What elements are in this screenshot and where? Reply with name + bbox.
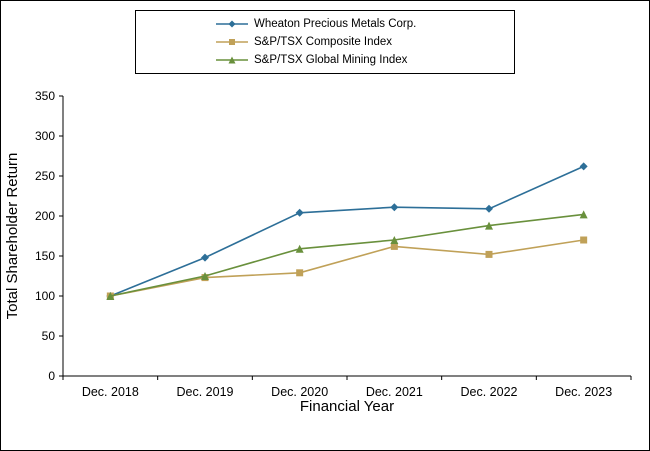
diamond-marker-icon: [485, 204, 493, 213]
diamond-marker-icon: [390, 203, 399, 212]
square-marker-icon: [485, 250, 493, 258]
triangle-marker-icon: [485, 221, 493, 230]
y-tick-label: 200: [35, 209, 55, 223]
triangle-marker-icon: [390, 236, 399, 244]
series-line: [110, 165, 584, 297]
chart-legend: Wheaton Precious Metals Corp. S&P/TSX Com…: [135, 10, 515, 74]
x-tick-label: Dec. 2018: [82, 385, 139, 399]
triangle-marker-icon: [228, 56, 236, 64]
legend-label: Wheaton Precious Metals Corp.: [254, 18, 417, 30]
y-tick-label: 0: [48, 369, 55, 383]
y-axis-label: Total Shareholder Return: [4, 153, 21, 320]
y-tick-label: 50: [42, 329, 56, 343]
x-tick-label: Dec. 2019: [177, 385, 234, 399]
x-tick-label: Dec. 2021: [366, 385, 423, 399]
x-axis-label: Financial Year: [300, 398, 394, 415]
triangle-marker-icon: [579, 210, 588, 219]
square-marker-icon: [390, 242, 398, 250]
y-tick-label: 350: [35, 89, 55, 103]
diamond-marker-icon: [295, 208, 304, 217]
series-line: [110, 239, 584, 297]
diamond-marker-icon: [228, 20, 236, 28]
legend-label: S&P/TSX Global Mining Index: [254, 54, 408, 66]
legend-item: S&P/TSX Composite Index: [216, 33, 506, 51]
triangle-marker-icon: [295, 244, 304, 253]
legend-sample: [216, 56, 248, 64]
square-marker-icon: [229, 39, 235, 45]
y-tick-label: 100: [35, 289, 55, 303]
y-tick-label: 300: [35, 129, 55, 143]
legend-item: Wheaton Precious Metals Corp.: [216, 15, 506, 33]
legend-label: S&P/TSX Composite Index: [254, 36, 393, 48]
y-tick-label: 250: [35, 169, 55, 183]
legend-sample: [216, 39, 248, 45]
diamond-marker-icon: [201, 253, 209, 262]
diamond-marker-icon: [579, 162, 588, 171]
y-tick-label: 150: [35, 249, 55, 263]
square-marker-icon: [296, 269, 304, 277]
x-tick-label: Dec. 2023: [555, 385, 612, 399]
triangle-marker-icon: [106, 292, 115, 300]
chart-plot: Financial Year Total Shareholder Return …: [4, 89, 632, 415]
x-tick-label: Dec. 2022: [461, 385, 518, 399]
legend-item: S&P/TSX Global Mining Index: [216, 51, 506, 69]
legend-sample: [216, 20, 248, 28]
series-line: [110, 213, 584, 297]
square-marker-icon: [580, 236, 588, 244]
x-tick-label: Dec. 2020: [271, 385, 328, 399]
triangle-marker-icon: [201, 272, 209, 280]
